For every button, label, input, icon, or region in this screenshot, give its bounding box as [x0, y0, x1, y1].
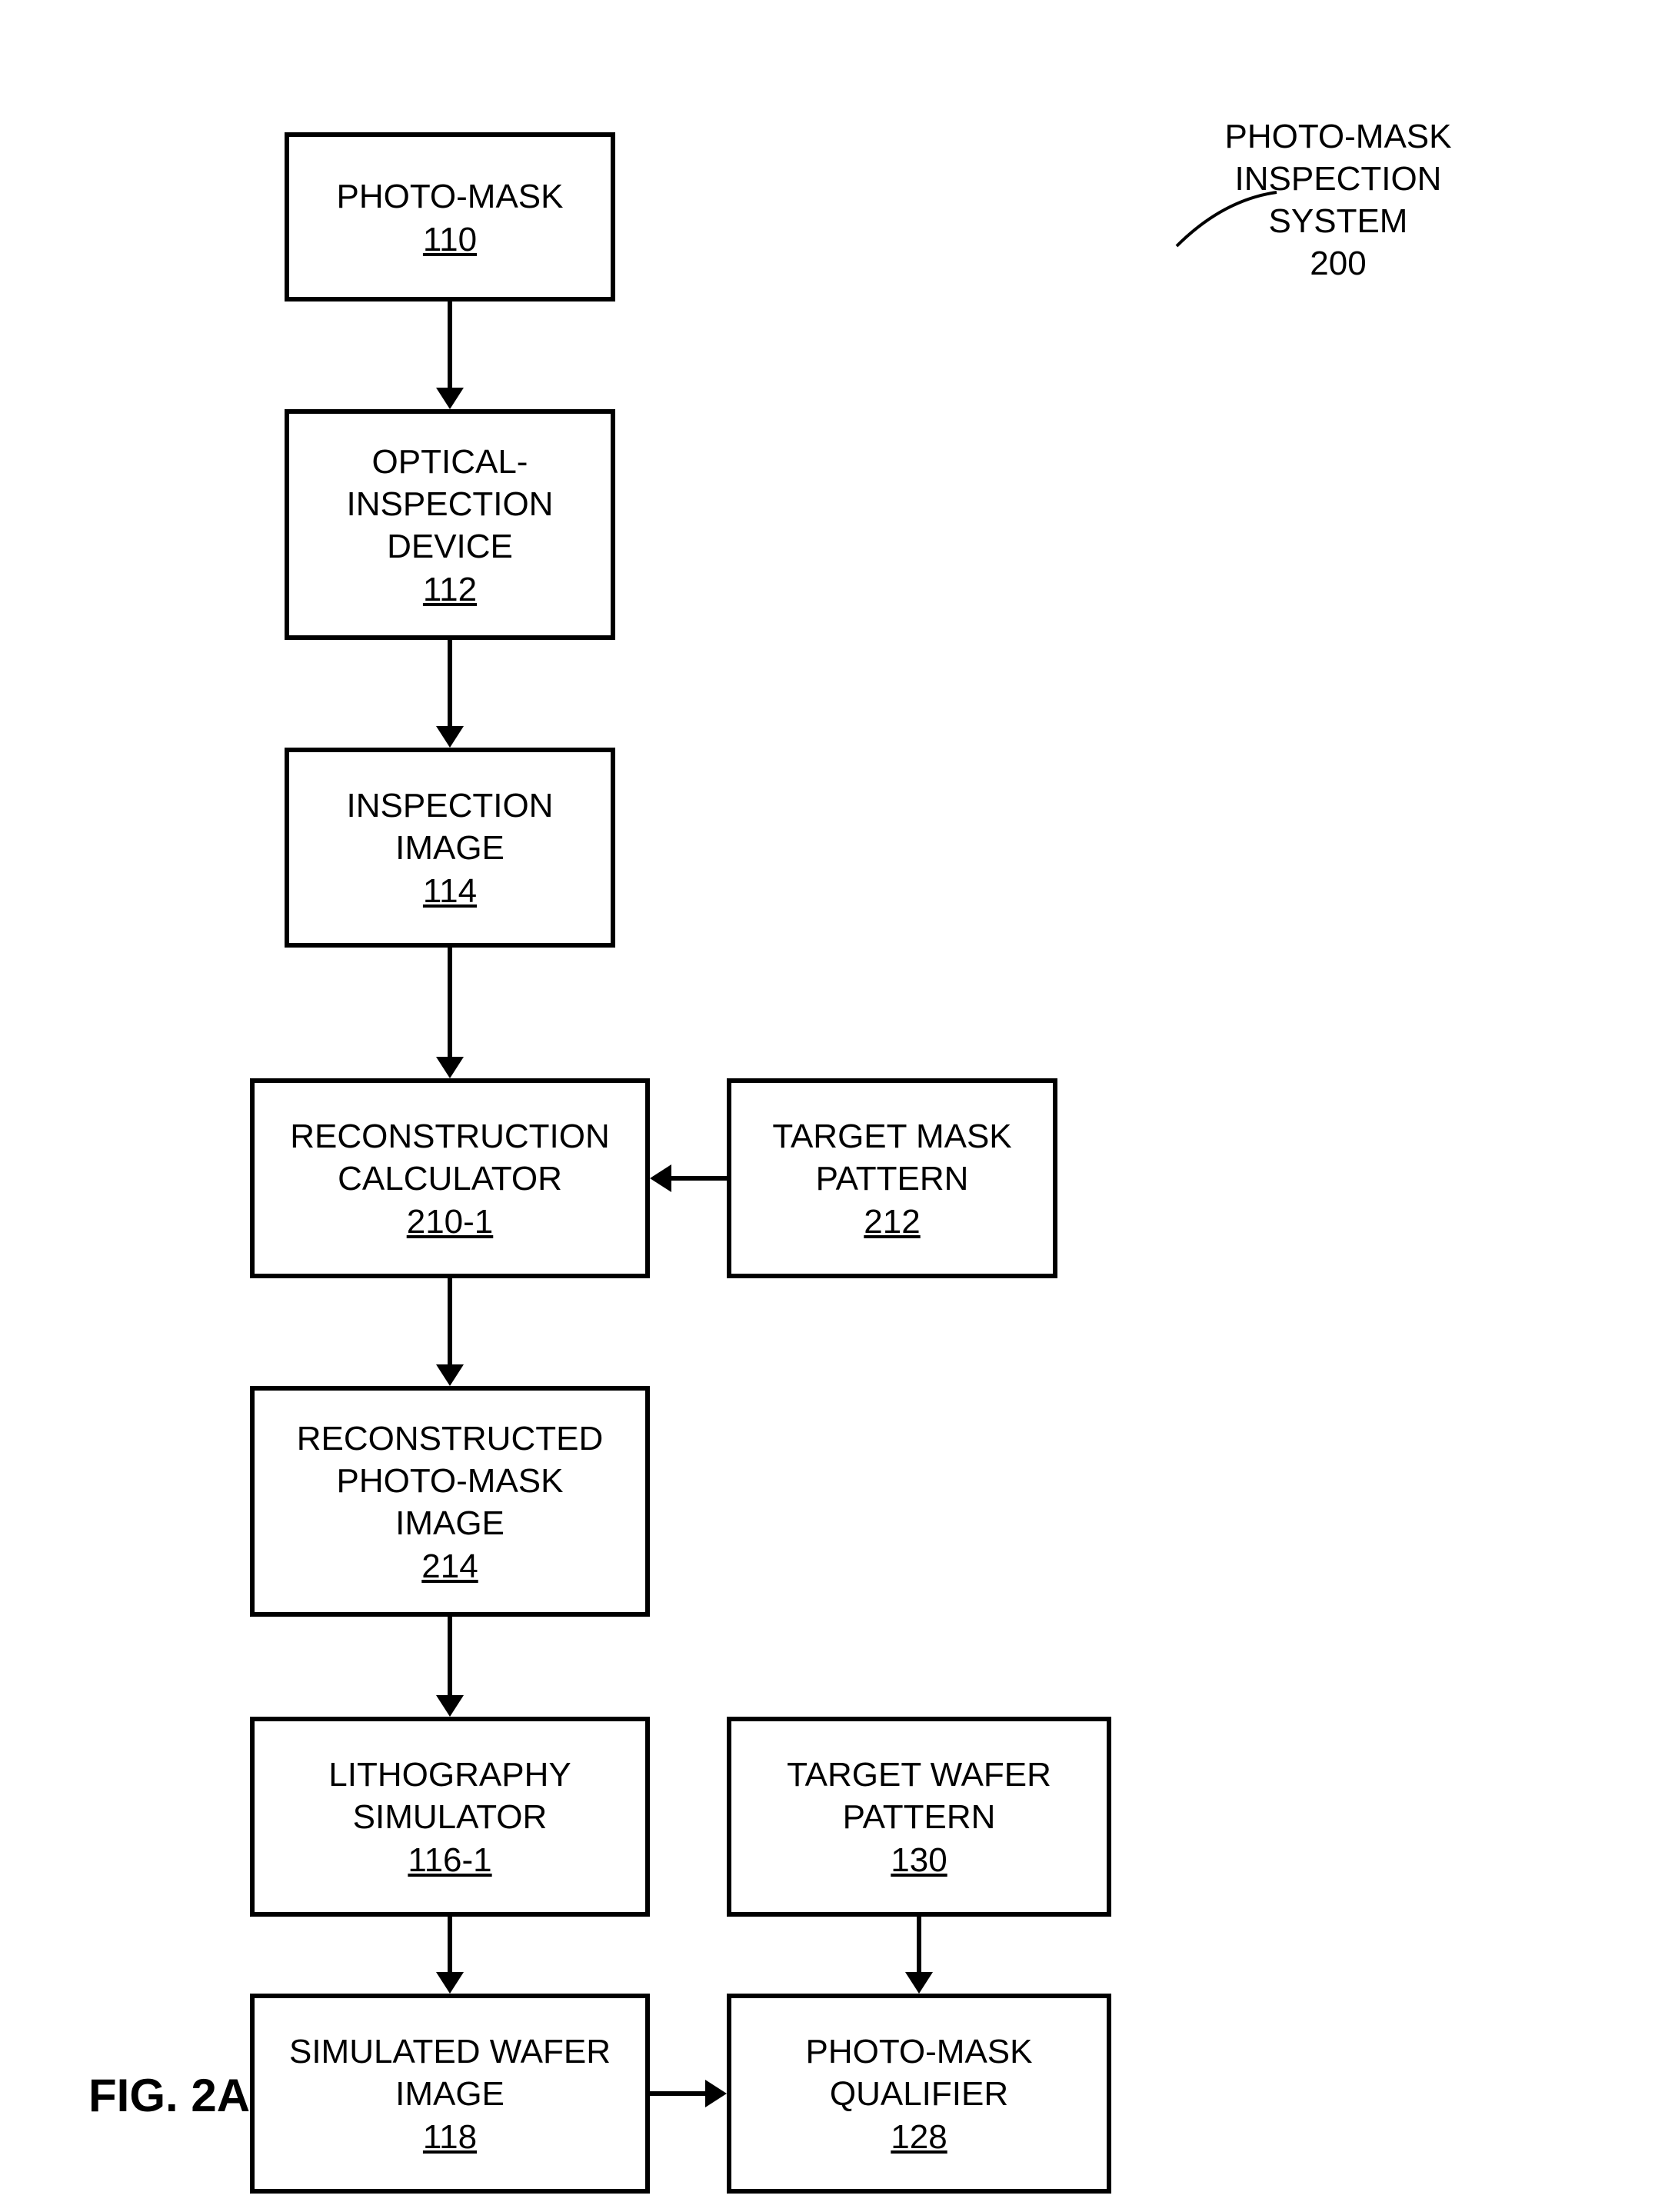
node-ref: 110 [423, 221, 477, 259]
diagram-canvas: PHOTO-MASK INSPECTION SYSTEM 200 PHOTO-M… [0, 0, 1665, 2212]
node-label: SIMULATED WAFER [289, 2030, 611, 2073]
node-inspection-image: INSPECTION IMAGE 114 [285, 748, 615, 948]
system-title: PHOTO-MASK INSPECTION SYSTEM 200 [1184, 115, 1492, 285]
node-label: RECONSTRUCTED [297, 1417, 603, 1460]
node-reconstructed-photo-mask-image: RECONSTRUCTED PHOTO-MASK IMAGE 214 [250, 1386, 650, 1617]
title-line: INSPECTION [1184, 158, 1492, 200]
node-simulated-wafer-image: SIMULATED WAFER IMAGE 118 [250, 1994, 650, 2194]
title-line: PHOTO-MASK [1184, 115, 1492, 158]
node-label: TARGET WAFER [787, 1754, 1051, 1796]
node-label: PHOTO-MASK [336, 1460, 563, 1502]
node-label: PATTERN [816, 1158, 969, 1200]
node-optical-inspection-device: OPTICAL- INSPECTION DEVICE 112 [285, 409, 615, 640]
node-target-wafer-pattern: TARGET WAFER PATTERN 130 [727, 1717, 1111, 1917]
figure-label: FIG. 2A [88, 2069, 250, 2122]
node-label: IMAGE [395, 1502, 504, 1544]
node-ref: 128 [891, 2118, 947, 2157]
node-label: RECONSTRUCTION [290, 1115, 610, 1158]
node-lithography-simulator: LITHOGRAPHY SIMULATOR 116-1 [250, 1717, 650, 1917]
node-label: SIMULATOR [353, 1796, 548, 1838]
node-ref: 212 [864, 1203, 920, 1241]
node-label: IMAGE [395, 2073, 504, 2115]
node-photo-mask-qualifier: PHOTO-MASK QUALIFIER 128 [727, 1994, 1111, 2194]
node-label: PHOTO-MASK [336, 175, 563, 218]
node-reconstruction-calculator: RECONSTRUCTION CALCULATOR 210-1 [250, 1078, 650, 1278]
node-label: PATTERN [843, 1796, 996, 1838]
node-ref: 210-1 [407, 1203, 494, 1241]
node-label: IMAGE [395, 827, 504, 869]
title-line: SYSTEM [1184, 200, 1492, 242]
node-label: TARGET MASK [772, 1115, 1011, 1158]
node-photo-mask: PHOTO-MASK 110 [285, 132, 615, 301]
node-label: DEVICE [387, 525, 513, 568]
node-label: PHOTO-MASK [805, 2030, 1032, 2073]
node-label: CALCULATOR [338, 1158, 562, 1200]
node-label: OPTICAL- [372, 441, 528, 483]
node-label: INSPECTION [347, 785, 554, 827]
node-ref: 114 [423, 872, 477, 911]
node-ref: 112 [423, 571, 477, 609]
node-ref: 118 [423, 2118, 477, 2157]
node-ref: 116-1 [408, 1841, 491, 1880]
node-label: QUALIFIER [830, 2073, 1008, 2115]
node-target-mask-pattern: TARGET MASK PATTERN 212 [727, 1078, 1057, 1278]
node-ref: 214 [421, 1547, 478, 1586]
node-ref: 130 [891, 1841, 947, 1880]
node-label: LITHOGRAPHY [328, 1754, 571, 1796]
node-label: INSPECTION [347, 483, 554, 525]
title-line: 200 [1184, 242, 1492, 285]
